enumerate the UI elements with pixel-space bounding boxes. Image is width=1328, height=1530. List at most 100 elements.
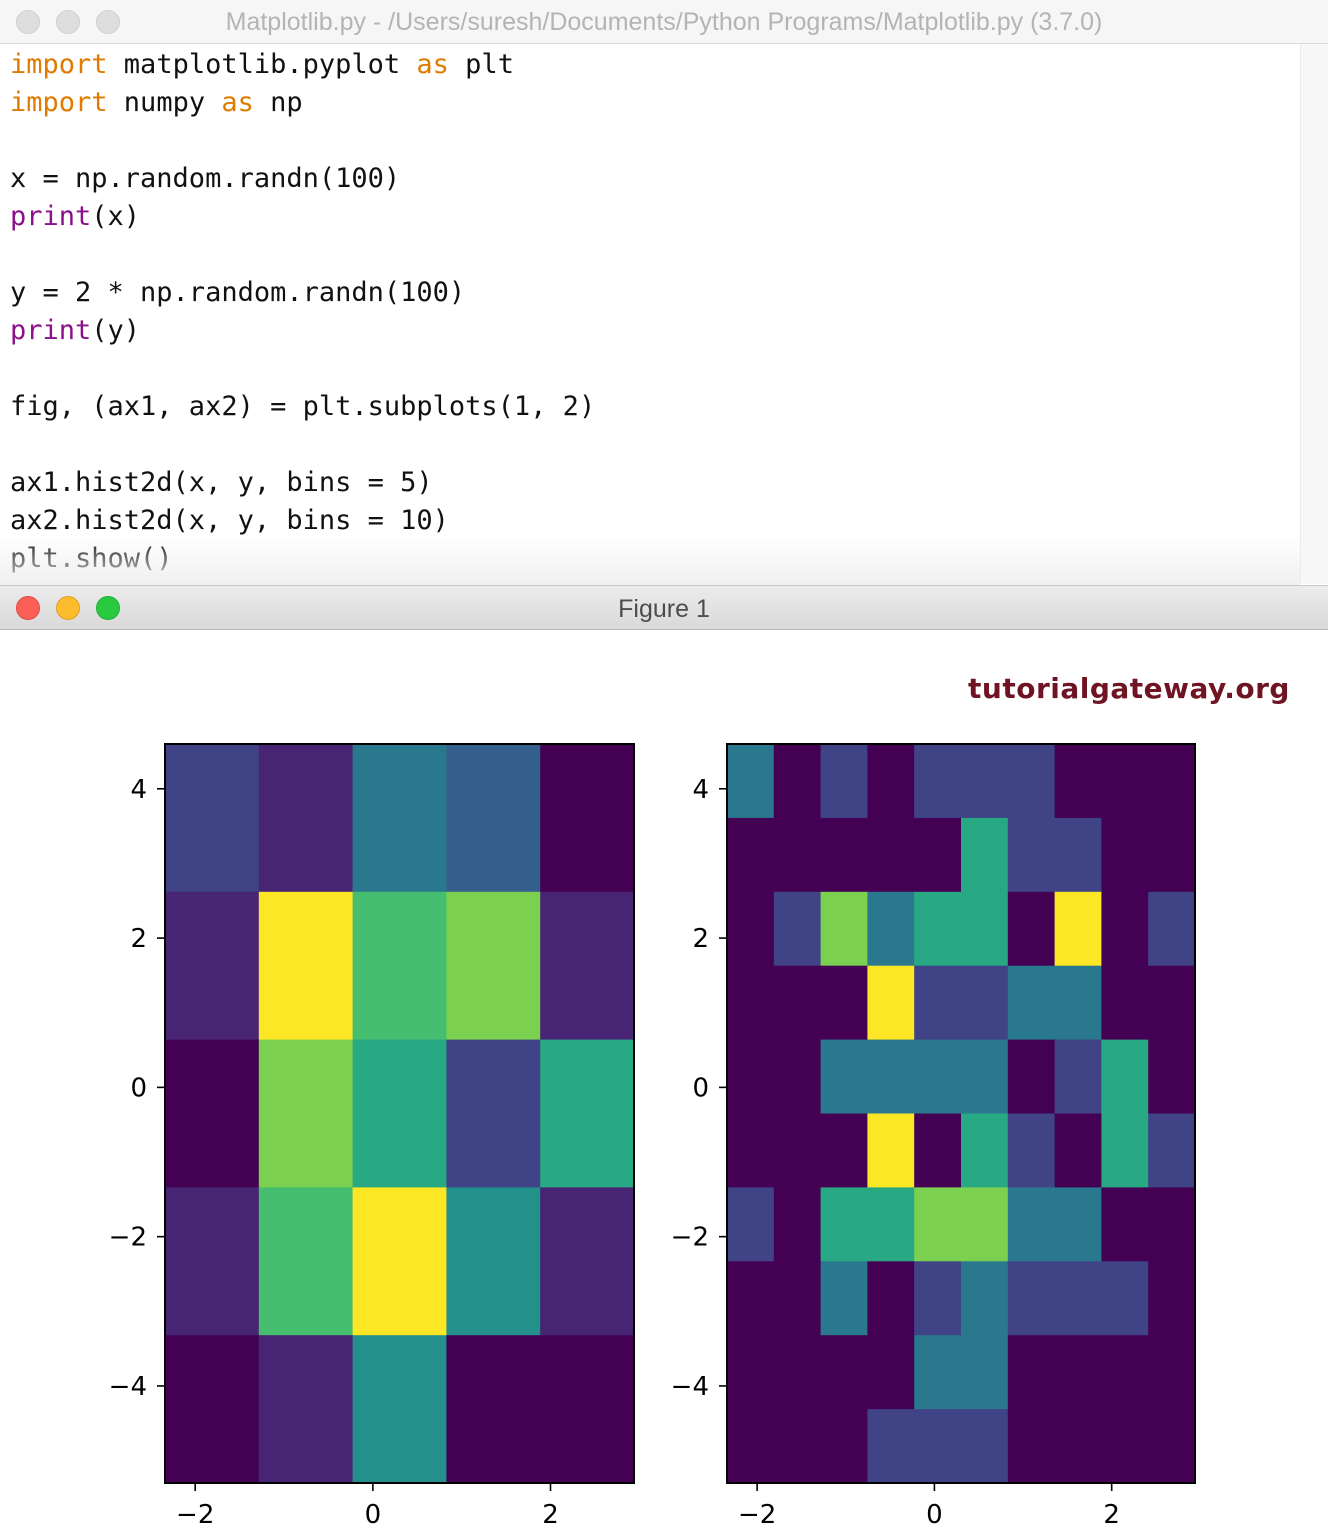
heatmap-cell <box>867 1261 915 1336</box>
code-token: numpy <box>107 87 222 118</box>
heatmap-cell <box>446 891 541 1041</box>
heatmap-cell <box>914 1261 962 1336</box>
heatmap-cell <box>727 1335 775 1410</box>
heatmap-cell <box>820 1261 868 1336</box>
heatmap-cell <box>1101 965 1149 1041</box>
minimize-button[interactable] <box>56 10 80 34</box>
y-tick-label: 2 <box>692 924 709 954</box>
x-tick-label: 2 <box>1103 1500 1120 1530</box>
code-line: y = 2 * np.random.randn(100) <box>10 274 595 312</box>
heatmap-cell <box>727 1261 775 1336</box>
heatmap-cell <box>961 1261 1009 1336</box>
heatmap-cell <box>773 965 822 1041</box>
code-token: print <box>10 201 92 232</box>
heatmap-cell <box>727 817 775 893</box>
code-token: import <box>10 87 108 118</box>
heatmap-cell <box>1007 1409 1056 1484</box>
watermark: tutorialgateway.org <box>968 672 1290 705</box>
axes-frame <box>164 743 635 1484</box>
heatmap-cell <box>867 1113 915 1188</box>
heatmap-cell <box>773 1187 822 1262</box>
heatmap-cell <box>540 1039 635 1188</box>
heatmap-cell <box>1007 891 1056 967</box>
code-token: ax1.hist2d(x, y, bins = 5) <box>10 467 433 498</box>
close-button[interactable] <box>16 596 40 620</box>
heatmap-cell <box>773 1409 822 1484</box>
y-tick-label: 4 <box>692 775 709 805</box>
y-tick-label: 2 <box>130 924 147 954</box>
heatmap-cell <box>961 1409 1009 1484</box>
heatmap-cell <box>820 1113 868 1188</box>
heatmap-cell <box>165 1039 260 1188</box>
heatmap-cell <box>1054 965 1102 1041</box>
heatmap-cell <box>258 1039 354 1188</box>
heatmap-cell <box>820 744 868 819</box>
heatmap-cell <box>773 891 822 967</box>
heatmap-cell <box>1054 1113 1102 1188</box>
y-tick-label: 0 <box>692 1073 709 1103</box>
code-line: import numpy as np <box>10 84 595 122</box>
heatmap-cell <box>1007 1187 1056 1262</box>
heatmap-cell <box>1007 1261 1056 1336</box>
heatmap-cell <box>914 1187 962 1262</box>
editor-window: Matplotlib.py - /Users/suresh/Documents/… <box>0 0 1328 585</box>
minimize-button[interactable] <box>56 596 80 620</box>
code-token: x = np.random.randn(100) <box>10 163 401 194</box>
heatmap-cell <box>914 1409 962 1484</box>
heatmap-cell <box>446 1039 541 1188</box>
code-line: fig, (ax1, ax2) = plt.subplots(1, 2) <box>10 388 595 426</box>
code-token: print <box>10 315 92 346</box>
heatmap-cell <box>165 1187 260 1336</box>
heatmap-cell <box>820 891 868 967</box>
close-button[interactable] <box>16 10 40 34</box>
heatmap-cell <box>773 1039 822 1115</box>
heatmap-cell <box>961 1113 1009 1188</box>
heatmap-cell <box>1054 1261 1102 1336</box>
code-line: x = np.random.randn(100) <box>10 160 595 198</box>
heatmap-cell <box>773 744 822 819</box>
code-token: as <box>221 87 254 118</box>
heatmap-cell <box>820 1409 868 1484</box>
heatmap-cell <box>867 1187 915 1262</box>
heatmap-cell <box>1007 1335 1056 1410</box>
heatmap-cell <box>1101 744 1149 819</box>
heatmap-cell <box>1148 965 1196 1041</box>
heatmap-cell <box>258 891 354 1041</box>
code-line: print(x) <box>10 198 595 236</box>
heatmap-cell <box>1101 1409 1149 1484</box>
heatmap-cell <box>867 817 915 893</box>
heatmap-cell <box>914 1335 962 1410</box>
zoom-button[interactable] <box>96 10 120 34</box>
heatmap-cell <box>1148 1039 1196 1115</box>
heatmap-cell <box>773 1113 822 1188</box>
y-tick-label: −2 <box>109 1223 147 1253</box>
heatmap-cell <box>961 1187 1009 1262</box>
code-line: ax2.hist2d(x, y, bins = 10) <box>10 502 595 540</box>
heatmap-cell <box>1007 744 1056 819</box>
heatmap-cell <box>352 744 447 893</box>
x-tick-label: 0 <box>926 1500 943 1530</box>
zoom-button[interactable] <box>96 596 120 620</box>
heatmap-cell <box>258 744 354 893</box>
y-tick-label: −4 <box>109 1372 147 1402</box>
heatmap-cell <box>867 1335 915 1410</box>
heatmap-cell <box>867 744 915 819</box>
code-token: ax2.hist2d(x, y, bins = 10) <box>10 505 449 536</box>
heatmap-cell <box>352 1335 447 1484</box>
figure-title: Figure 1 <box>618 595 710 623</box>
heatmap-cell <box>1101 1039 1149 1115</box>
heatmap-cell <box>961 744 1009 819</box>
heatmap-cell <box>820 965 868 1041</box>
heatmap-cell <box>820 1187 868 1262</box>
heatmap-cell <box>1148 1187 1196 1262</box>
heatmap-cell <box>1101 817 1149 893</box>
x-tick-label: 2 <box>542 1500 559 1530</box>
heatmap-cell <box>727 965 775 1041</box>
heatmap-cell <box>540 1335 635 1484</box>
vertical-scrollbar[interactable] <box>1300 44 1328 584</box>
code-token: np <box>253 87 303 118</box>
heatmap-cell <box>867 965 915 1041</box>
heatmap-cell <box>820 1039 868 1115</box>
code-line: import matplotlib.pyplot as plt <box>10 46 595 84</box>
code-line: print(y) <box>10 312 595 350</box>
